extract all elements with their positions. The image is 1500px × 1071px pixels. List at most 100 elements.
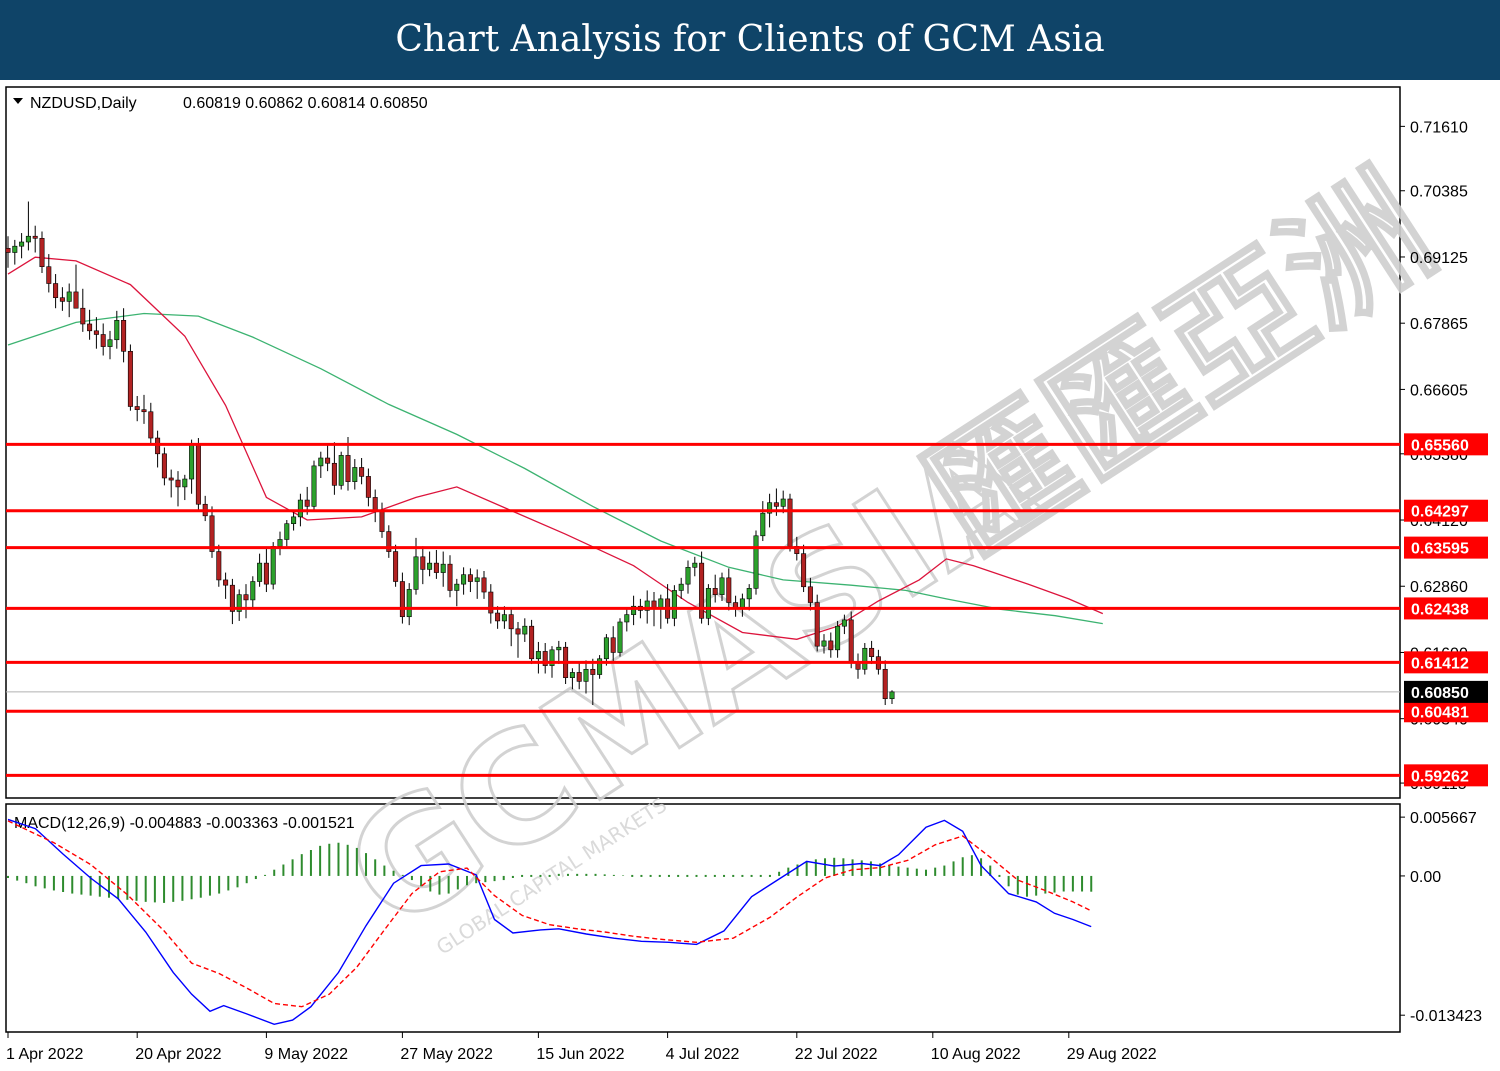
level-tag <box>1404 700 1488 723</box>
candle <box>161 447 167 486</box>
level-tag-label: 0.63595 <box>1411 541 1469 558</box>
candle-body <box>692 562 698 568</box>
candle-body <box>631 605 637 615</box>
candle-body <box>229 584 235 612</box>
candle <box>53 274 59 309</box>
candle-body <box>862 647 868 670</box>
candle <box>148 402 154 444</box>
candle-body <box>236 594 242 612</box>
candle-body <box>161 453 167 479</box>
candle <box>787 493 793 552</box>
date-tick-label: 10 Aug 2022 <box>931 1046 1021 1063</box>
candle <box>569 668 575 690</box>
candle-body <box>127 351 133 407</box>
candle-body <box>365 476 371 498</box>
candle-body <box>869 647 875 657</box>
candle-body <box>719 577 725 595</box>
ma-fast-line <box>7 256 1104 640</box>
level-tag-label: 0.61412 <box>1411 655 1469 672</box>
candle <box>73 264 79 309</box>
candle <box>529 619 535 665</box>
candle <box>263 547 269 593</box>
candle <box>236 589 242 621</box>
candle-body <box>80 307 86 325</box>
candle <box>603 634 609 666</box>
candle <box>617 618 623 657</box>
candle-body <box>821 640 827 647</box>
candle-body <box>658 598 664 609</box>
candle <box>406 583 412 626</box>
macd-panel <box>5 803 1401 1033</box>
date-tick-label: 1 Apr 2022 <box>6 1046 84 1063</box>
candle-body <box>617 621 623 653</box>
candle-body <box>311 465 317 507</box>
candle-body <box>325 457 331 464</box>
candle <box>835 620 841 658</box>
candle-body <box>671 590 677 619</box>
macd-line <box>7 818 1092 1026</box>
candle <box>209 506 215 558</box>
candle <box>841 614 847 635</box>
candle-body <box>155 437 161 455</box>
candle <box>848 611 854 669</box>
ohlc-label: 0.60819 0.60862 0.60814 0.60850 <box>183 95 428 112</box>
candle <box>141 394 147 424</box>
candle <box>32 225 38 253</box>
candle-body <box>263 562 269 585</box>
candle-body <box>195 444 201 505</box>
candle-body <box>522 625 528 635</box>
candle <box>488 584 494 624</box>
candle-body <box>73 291 79 309</box>
candle <box>515 621 521 658</box>
candle-body <box>590 668 596 675</box>
candle <box>610 626 616 662</box>
level-tag-label: 0.62438 <box>1411 601 1469 618</box>
symbol-dropdown-icon[interactable] <box>13 98 23 104</box>
candle-body <box>209 515 215 552</box>
candle-body <box>121 320 127 352</box>
candle-body <box>427 562 433 570</box>
candle <box>365 468 371 507</box>
candle <box>46 254 52 293</box>
candle <box>869 640 875 665</box>
level-tag <box>1404 536 1488 559</box>
candle <box>345 436 351 491</box>
price-tick-label: 0.67865 <box>1410 316 1468 333</box>
candle-body <box>746 588 752 600</box>
candle-body <box>433 562 439 573</box>
candle-body <box>386 531 392 552</box>
candle <box>386 525 392 558</box>
candle <box>195 438 201 511</box>
macd-tick-label: 0.00 <box>1410 869 1441 886</box>
candle-body <box>413 556 419 590</box>
candle <box>631 595 637 626</box>
candle-body <box>454 583 460 591</box>
candle-body <box>284 523 290 540</box>
candle-body <box>100 334 106 347</box>
candle-body <box>535 651 541 660</box>
candle <box>66 283 72 318</box>
date-tick-label: 27 May 2022 <box>400 1046 493 1063</box>
candle-body <box>882 668 888 700</box>
candle <box>168 469 174 498</box>
date-tick-label: 20 Apr 2022 <box>135 1046 221 1063</box>
candle <box>87 309 93 340</box>
candle-body <box>447 563 453 591</box>
candle-body <box>841 619 847 627</box>
candle <box>535 641 541 674</box>
candle-body <box>651 600 657 609</box>
candle <box>25 201 31 251</box>
date-tick-label: 9 May 2022 <box>264 1046 348 1063</box>
candle <box>284 520 290 547</box>
candle <box>223 572 229 599</box>
candle-body <box>352 467 358 482</box>
candle-body <box>549 649 555 666</box>
candle <box>889 690 895 704</box>
candle-body <box>644 600 650 611</box>
candle <box>134 395 140 422</box>
macd-label: MACD(12,26,9) -0.004883 -0.003363 -0.001… <box>14 815 355 832</box>
candle-body <box>726 577 732 603</box>
candle <box>338 451 344 490</box>
candle-body <box>134 406 140 410</box>
